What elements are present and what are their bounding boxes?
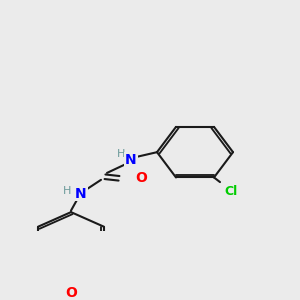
Text: O: O [135,171,147,185]
Text: Cl: Cl [224,185,237,198]
Text: N: N [125,153,137,167]
Text: H: H [117,149,125,159]
Text: H: H [63,186,71,196]
Text: O: O [65,286,77,300]
Text: N: N [75,187,87,201]
